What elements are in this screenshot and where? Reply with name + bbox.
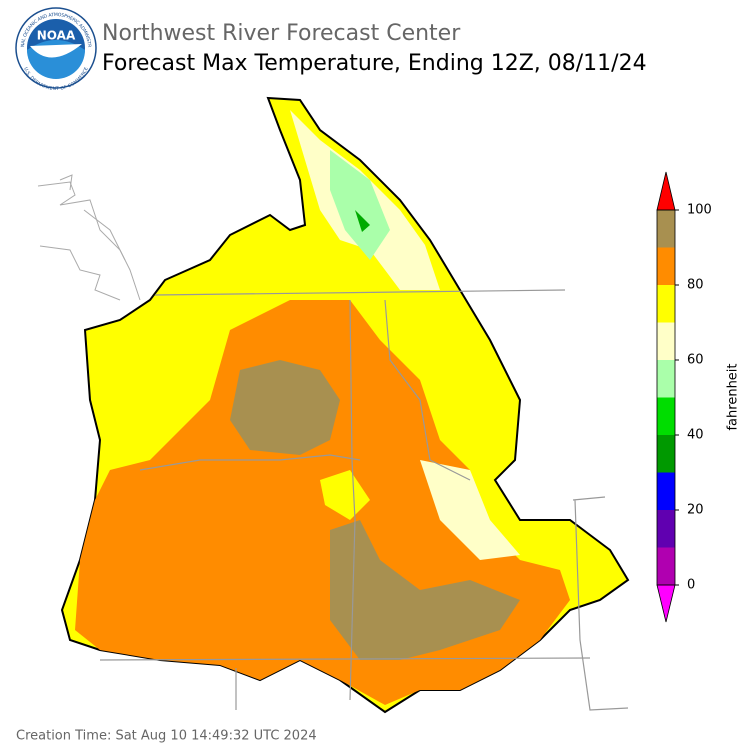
- colorbar-segment: [657, 397, 675, 435]
- colorbar-tick-label: 60: [687, 353, 704, 368]
- logo: NATIONAL OCEANIC AND ATMOSPHERIC ADMINIS…: [0, 0, 97, 92]
- colorbar-tick-label: 20: [687, 503, 704, 518]
- agency: Northwest River Forecast Center: [102, 21, 461, 46]
- colorbar-segment: [657, 247, 675, 285]
- colorbar-label: fahrenheit: [726, 363, 741, 430]
- mild-zone-east: [420, 460, 520, 560]
- coolest-zone: [355, 210, 370, 232]
- colorbar-tick-label: 0: [687, 578, 695, 593]
- mild-zone: [320, 470, 370, 520]
- logo-name: NOAA: [37, 29, 76, 43]
- colorbar-segment: [657, 510, 675, 548]
- hot-zone-snake: [330, 520, 520, 660]
- cooler-zone: [330, 150, 390, 260]
- hot-zone-basin: [230, 360, 340, 455]
- colorbar-tick-label: 40: [687, 428, 704, 443]
- colorbar-segment: [657, 210, 675, 248]
- coastline: [37, 174, 141, 301]
- borders: [99, 289, 629, 711]
- map: [37, 96, 630, 714]
- colorbar-segment: [657, 472, 675, 510]
- colorbar-segment: [657, 322, 675, 360]
- colorbar-segment: [657, 547, 675, 585]
- colorbar-segment: [657, 435, 675, 473]
- colorbar-frame: [656, 209, 676, 586]
- colorbar-tick-label: 100: [687, 203, 712, 218]
- title: Forecast Max Temperature, Ending 12Z, 08…: [102, 51, 647, 76]
- colorbar-segment: [657, 285, 675, 323]
- colorbar-segment: [657, 360, 675, 398]
- colorbar: 0 20 40 60 80 100: [656, 171, 712, 623]
- creation-time: Creation Time: Sat Aug 10 14:49:32 UTC 2…: [16, 729, 317, 744]
- colorbar-tick-label: 80: [687, 278, 704, 293]
